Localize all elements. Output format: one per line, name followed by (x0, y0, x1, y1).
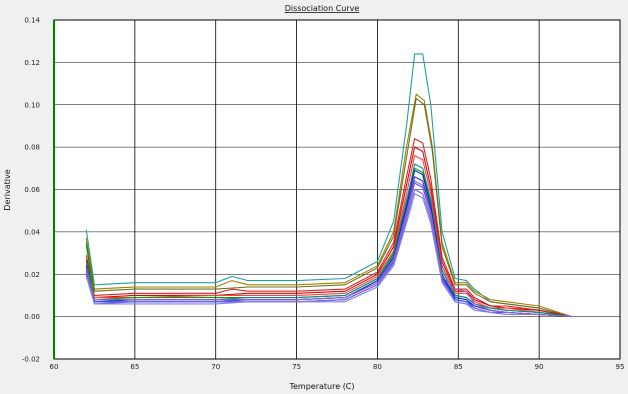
x-tick-label: 95 (616, 363, 625, 371)
x-tick-labels: 60 65 70 75 80 85 90 95 (50, 363, 625, 371)
y-tick-labels: -0.02 0.00 0.02 0.04 0.06 0.08 0.10 0.12 0.14 (22, 17, 41, 364)
x-tick-label: 90 (535, 363, 544, 371)
series-line-2 (85, 93, 572, 318)
series-line-6 (85, 155, 572, 318)
series-line-10 (85, 176, 572, 318)
y-axis-title: Derivative (3, 169, 12, 210)
series-layer (85, 53, 572, 318)
y-tick-label: 0.12 (24, 59, 40, 67)
y-tick-label: 0.10 (24, 101, 40, 109)
y-tick-label: -0.02 (22, 356, 40, 364)
series-line-5 (85, 146, 572, 318)
grid-layer (54, 20, 620, 359)
series-line-8 (85, 163, 572, 318)
x-tick-label: 70 (211, 363, 220, 371)
x-tick-label: 80 (373, 363, 382, 371)
series-line-12 (85, 188, 572, 318)
y-tick-label: 0.06 (24, 186, 40, 194)
y-tick-label: 0.04 (24, 228, 40, 236)
series-line-14 (85, 180, 572, 318)
y-tick-label: 0.02 (24, 271, 40, 279)
series-line-3 (85, 97, 572, 318)
x-tick-label: 60 (50, 363, 59, 371)
x-axis-title: Temperature (C) (288, 382, 354, 391)
x-tick-label: 85 (454, 363, 463, 371)
y-tick-label: 0.08 (24, 144, 40, 152)
chart-title: Dissociation Curve (285, 4, 360, 13)
y-tick-label: 0.00 (24, 313, 40, 321)
series-line-13 (85, 193, 572, 318)
series-line-4 (85, 138, 572, 318)
y-tick-label: 0.14 (24, 17, 40, 25)
x-tick-label: 75 (292, 363, 301, 371)
x-tick-label: 65 (130, 363, 139, 371)
